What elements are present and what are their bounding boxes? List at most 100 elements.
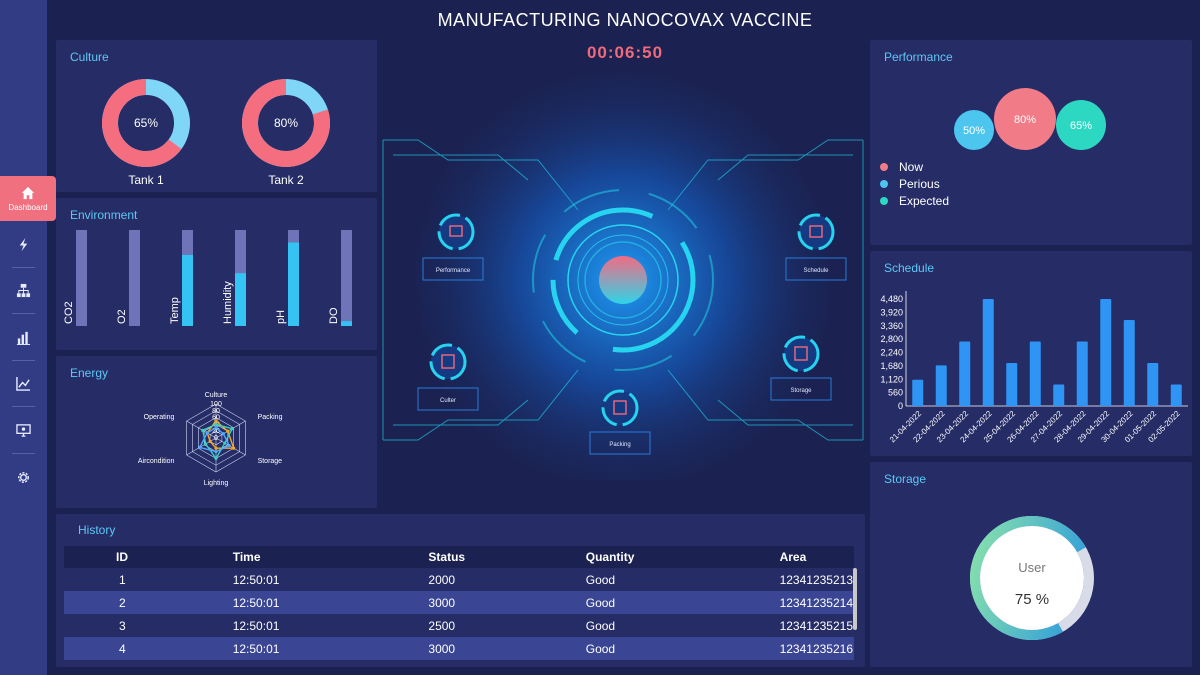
tank-2-value: 80% bbox=[274, 116, 298, 130]
hud-node-culter[interactable]: Culter bbox=[417, 343, 479, 411]
cell-status: 3000 bbox=[427, 591, 585, 614]
schedule-bar-chart: 4,4803,9203,3602,8002,2401,6801,12056002… bbox=[880, 291, 1188, 444]
history-scrollbar[interactable] bbox=[853, 568, 857, 630]
env-bar-fill bbox=[182, 254, 193, 326]
cell-area: 12341235214 bbox=[778, 591, 854, 614]
radar-axis bbox=[215, 420, 246, 439]
radar-axis-label: Storage bbox=[258, 458, 283, 465]
legend-label: Perious bbox=[899, 177, 940, 191]
hud-node-packing[interactable]: Packing bbox=[589, 389, 651, 455]
radar-point bbox=[214, 446, 218, 450]
table-header-row: ID Time Status Quantity Area bbox=[64, 546, 854, 568]
radar-axis bbox=[215, 437, 246, 456]
svg-text:65%: 65% bbox=[1070, 120, 1092, 132]
cell-time: 12:50:01 bbox=[232, 572, 280, 587]
schedule-bar bbox=[959, 341, 971, 406]
tank-2-donut: 80% Tank 2 bbox=[242, 79, 330, 187]
schedule-bar bbox=[1053, 384, 1065, 406]
column-header-id: ID bbox=[64, 546, 232, 568]
panel-title: History bbox=[78, 523, 116, 537]
bubble-now: 80% bbox=[994, 88, 1056, 150]
hud-label-schedule: Schedule bbox=[803, 268, 829, 274]
env-bar-track bbox=[341, 230, 352, 326]
radar-point bbox=[198, 445, 202, 449]
column-header-time: Time bbox=[231, 546, 428, 568]
cell-id: 1 bbox=[119, 572, 126, 587]
cell-quantity: Good bbox=[585, 618, 616, 633]
hud-node-performance[interactable]: Performance bbox=[422, 213, 484, 281]
env-bar-label: O2 bbox=[116, 309, 128, 324]
history-panel: History ID Time Status Quantity Area 1 1… bbox=[56, 514, 865, 667]
table-row[interactable]: 1 12:50:01 2000 Good 12341235213 bbox=[64, 568, 854, 591]
y-tick-label: 2,800 bbox=[880, 334, 903, 344]
legend-dot bbox=[880, 180, 888, 188]
legend-dot bbox=[880, 197, 888, 205]
gauge-label: User bbox=[1018, 560, 1046, 575]
schedule-bar bbox=[1029, 341, 1041, 406]
storage-panel: Storage User 75 % bbox=[870, 462, 1192, 667]
monitor-icon bbox=[16, 423, 31, 437]
legend-item-now: Now bbox=[880, 160, 923, 174]
y-tick-label: 3,360 bbox=[880, 321, 903, 331]
svg-text:80%: 80% bbox=[1014, 114, 1036, 126]
column-header-quantity: Quantity bbox=[584, 546, 779, 568]
radar-point bbox=[227, 444, 231, 448]
hud-label-performance: Performance bbox=[436, 268, 471, 274]
table-row[interactable]: 4 12:50:01 3000 Good 12341235216 bbox=[64, 637, 854, 660]
svg-text:50%: 50% bbox=[963, 125, 985, 137]
process-orb bbox=[599, 256, 647, 304]
history-table: ID Time Status Quantity Area 1 12:50:01 … bbox=[64, 546, 854, 660]
sidebar-item-trends[interactable] bbox=[0, 374, 47, 392]
schedule-bar bbox=[1006, 363, 1018, 406]
radar-point bbox=[221, 432, 225, 436]
radar-point bbox=[208, 439, 212, 443]
tank-1-label: Tank 1 bbox=[128, 173, 164, 187]
sidebar-divider bbox=[12, 360, 35, 361]
sidebar-item-settings[interactable] bbox=[0, 468, 47, 486]
table-row[interactable]: 2 12:50:01 3000 Good 12341235214 bbox=[64, 591, 854, 614]
cell-time: 12:50:01 bbox=[231, 637, 428, 660]
calendar-icon bbox=[809, 225, 823, 238]
hud-label-packing: Packing bbox=[609, 442, 630, 448]
cell-status: 2000 bbox=[428, 572, 456, 587]
energy-radar-chart: Culture Packing Storage Lighting Airconditio… bbox=[138, 392, 283, 487]
panel-title: Schedule bbox=[884, 261, 935, 275]
sidebar-item-energy[interactable] bbox=[0, 235, 47, 253]
page-title: MANUFACTURING NANOCOVAX VACCINE bbox=[437, 10, 813, 30]
sidebar-item-structure[interactable] bbox=[0, 281, 47, 299]
radar-point bbox=[226, 429, 230, 433]
sidebar-item-monitor[interactable] bbox=[0, 421, 47, 439]
column-header-area: Area bbox=[778, 546, 854, 568]
table-row[interactable]: 3 12:50:01 2500 Good 12341235215 bbox=[64, 614, 854, 637]
radar-axis-label: Aircondition bbox=[138, 458, 175, 465]
hud-node-storage[interactable]: Storage bbox=[770, 335, 832, 401]
cell-time: 12:50:01 bbox=[232, 618, 280, 633]
radar-tick-label: 20 bbox=[212, 428, 220, 435]
schedule-bar bbox=[982, 299, 994, 406]
process-hud: Performance Schedule Culter Storage Pack… bbox=[382, 60, 864, 480]
sidebar-item-statistics[interactable] bbox=[0, 328, 47, 346]
y-tick-label: 2,240 bbox=[880, 348, 903, 358]
tank-2-label: Tank 2 bbox=[268, 173, 304, 187]
cell-quantity: Good bbox=[584, 591, 779, 614]
sidebar-item-dashboard[interactable]: Dashboard bbox=[0, 176, 56, 221]
radar-point bbox=[214, 456, 218, 460]
radar-point bbox=[214, 450, 218, 454]
cell-status: 2500 bbox=[428, 618, 456, 633]
radar-point bbox=[214, 422, 218, 426]
radar-point bbox=[230, 427, 234, 431]
sidebar-divider bbox=[12, 313, 35, 314]
env-bar-fill bbox=[341, 321, 352, 326]
sidebar-item-label: Dashboard bbox=[8, 202, 48, 212]
radar-axis-label: Packing bbox=[258, 414, 283, 421]
panel-title: Culture bbox=[70, 50, 109, 64]
radar-axis bbox=[186, 420, 217, 439]
culture-donuts: 65% Tank 1 80% Tank 2 bbox=[102, 79, 330, 187]
building-icon bbox=[441, 354, 455, 369]
hud-node-schedule[interactable]: Schedule bbox=[785, 213, 847, 281]
radar-point bbox=[232, 446, 236, 450]
storage-gauge: User 75 % bbox=[970, 516, 1094, 640]
gauge-value: 75 % bbox=[1015, 591, 1049, 608]
energy-panel: Energy Culture Packing Storage Lighting Airc… bbox=[56, 356, 377, 508]
y-tick-label: 1,680 bbox=[880, 361, 903, 371]
